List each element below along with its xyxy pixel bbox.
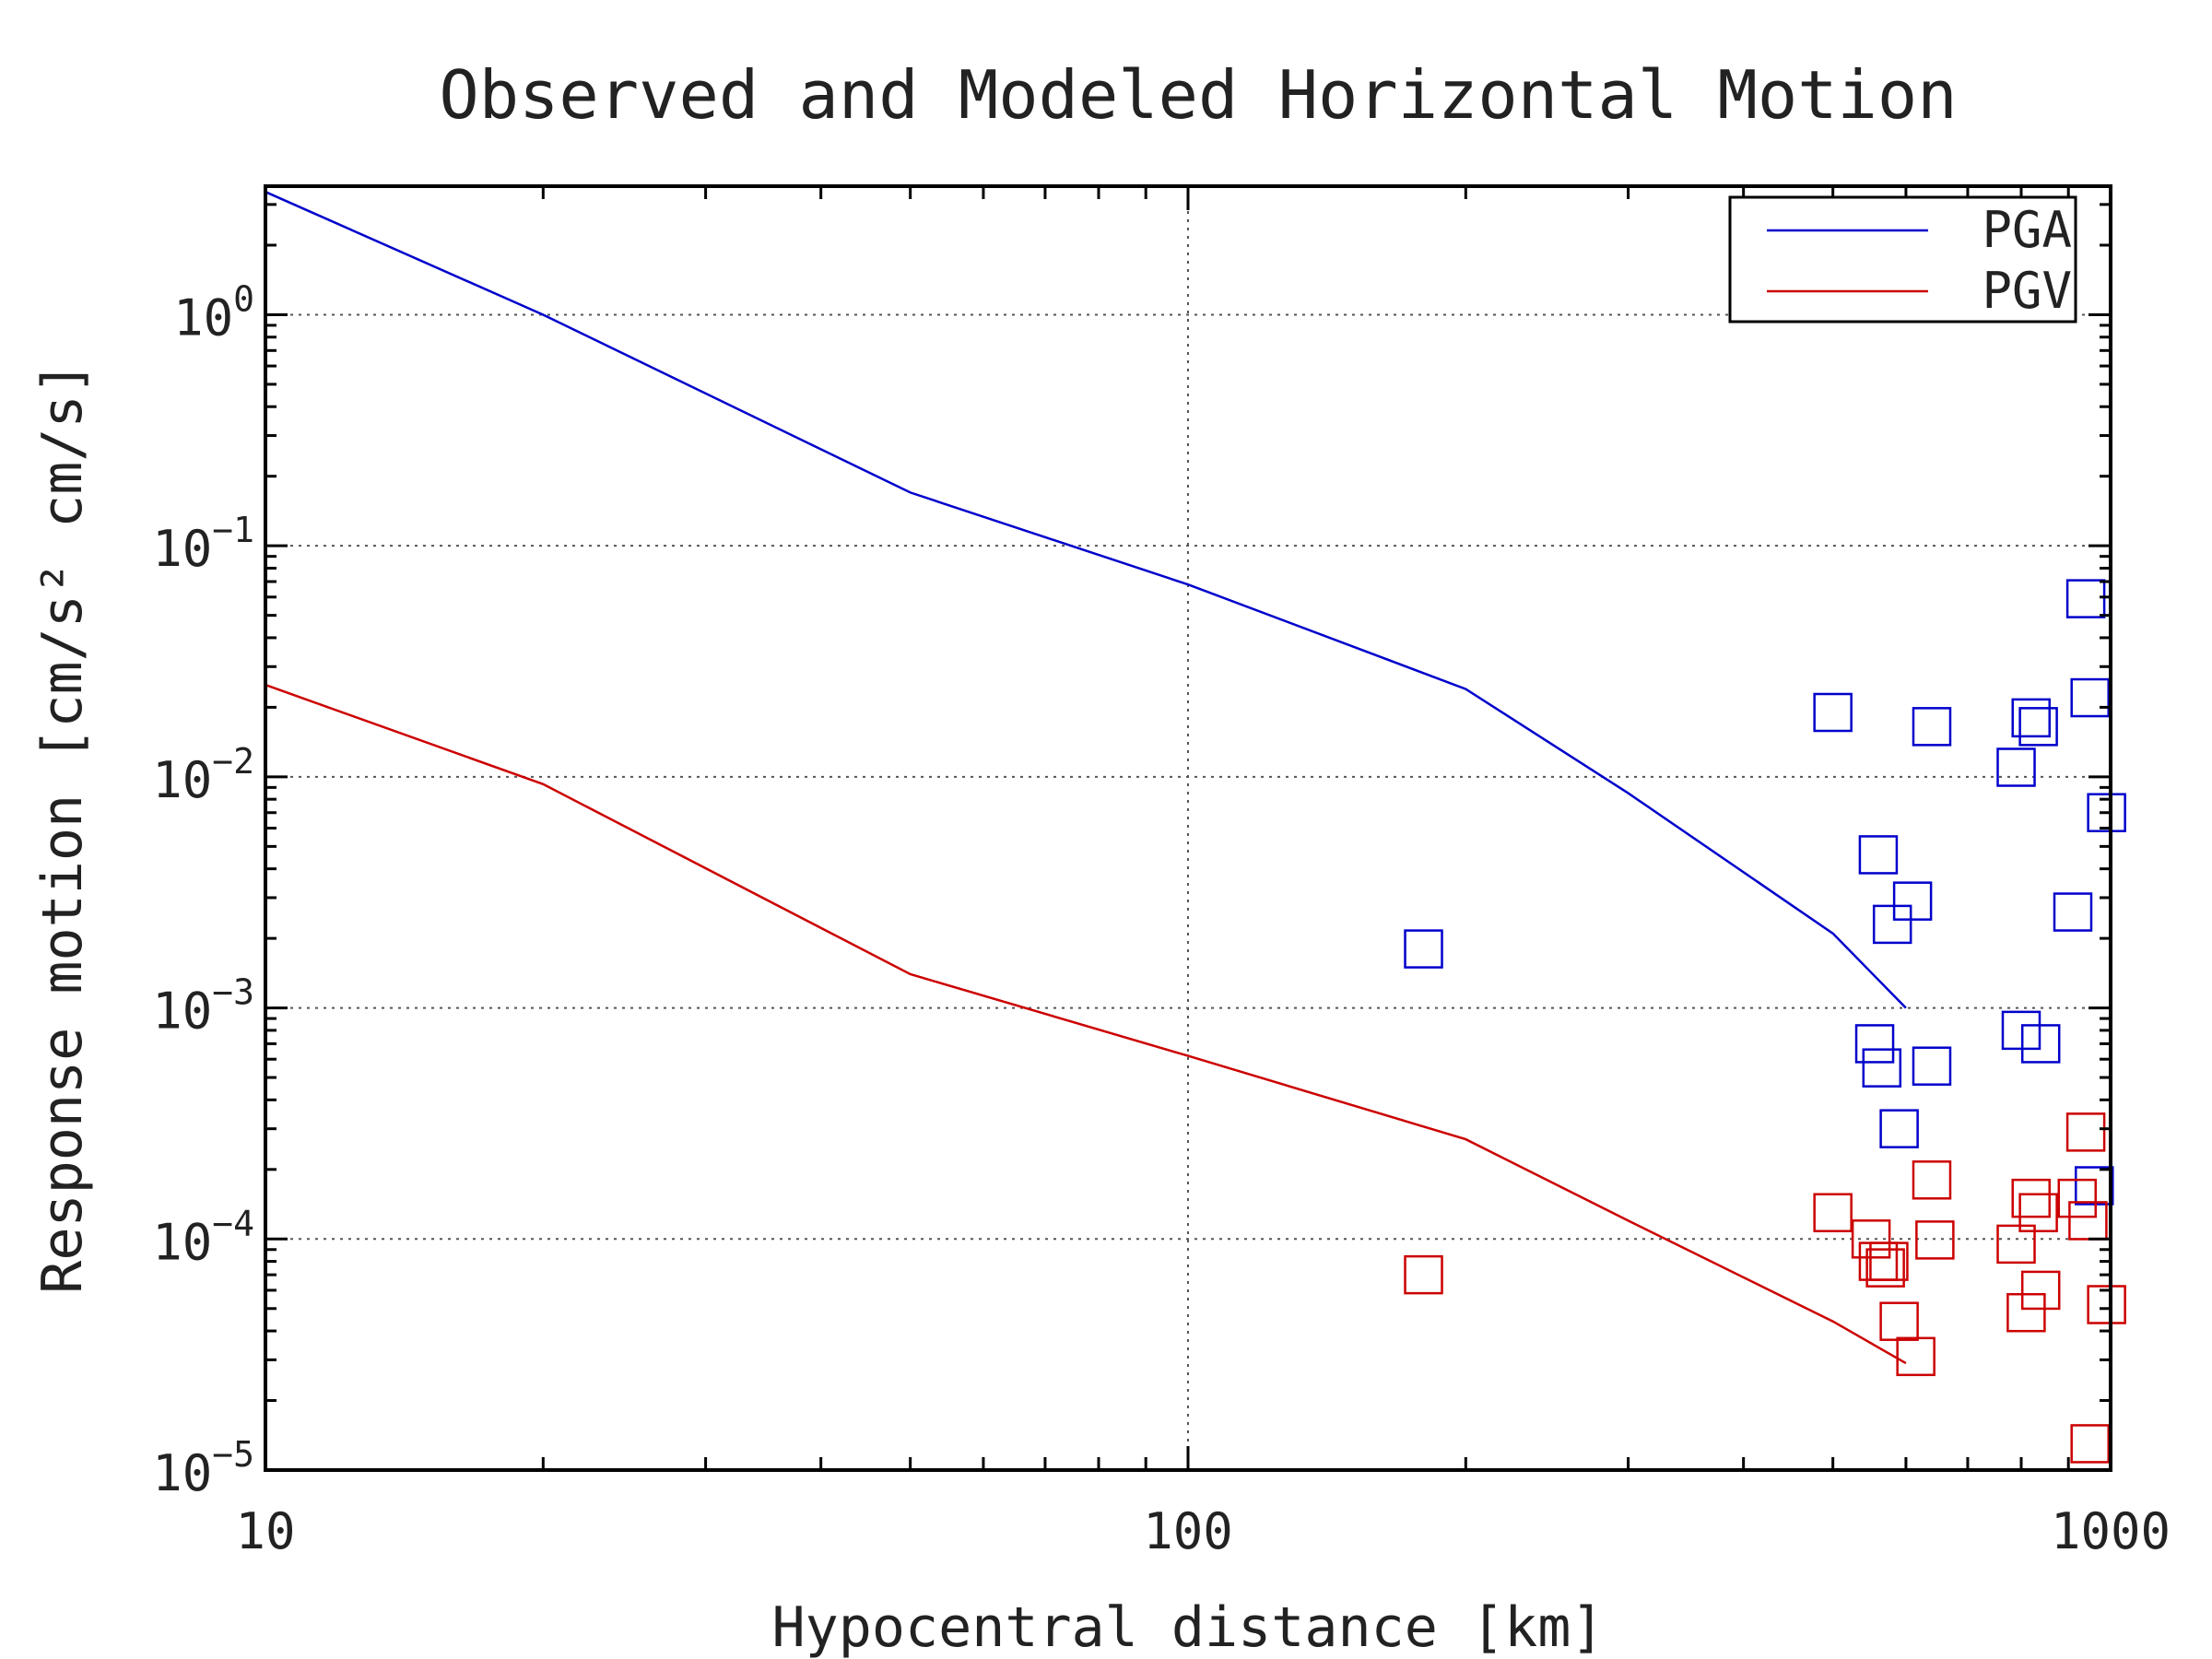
series-line-pgv — [265, 683, 1907, 1365]
data-point-marker — [1813, 1193, 1853, 1232]
data-point-marker — [1912, 1160, 1952, 1200]
y-tick-label: 10−2 — [152, 741, 254, 809]
data-point-marker — [1879, 1109, 1919, 1148]
data-point-marker — [2057, 1178, 2098, 1218]
data-point-marker — [1865, 1248, 1905, 1288]
y-tick-label: 100 — [173, 278, 254, 347]
data-point-marker — [2020, 1024, 2061, 1064]
y-tick-label: 10−3 — [152, 972, 254, 1041]
data-point-marker — [1858, 835, 1899, 875]
chart-title: Observed and Modeled Horizontal Motion — [439, 56, 1957, 134]
tick-marks — [264, 186, 2111, 1472]
data-point-marker — [2020, 1270, 2061, 1311]
data-point-marker — [2065, 579, 2106, 618]
data-point-marker — [2018, 1193, 2058, 1232]
data-point-marker — [1915, 1220, 1955, 1260]
data-point-marker — [2018, 707, 2058, 747]
data-point-marker — [1892, 881, 1933, 921]
series-group — [265, 191, 2126, 1464]
y-tick-labels: 100 10−1 10−2 10−3 10−4 10−5 — [152, 278, 254, 1502]
data-point-marker — [1912, 707, 1952, 747]
data-point-marker — [2087, 793, 2126, 832]
data-point-marker — [1869, 1241, 1909, 1281]
y-tick-label: 10−4 — [152, 1203, 254, 1271]
data-point-marker — [1996, 747, 2036, 787]
y-axis-label: Response motion [cm/s² cm/s] — [30, 361, 95, 1293]
legend-label: PGV — [1982, 262, 2072, 320]
data-point-marker — [2070, 677, 2110, 718]
data-point-marker — [2065, 1112, 2106, 1152]
data-point-marker — [2070, 1424, 2110, 1464]
data-point-marker — [2068, 1201, 2108, 1241]
x-tick-label: 1000 — [2051, 1502, 2171, 1560]
legend-label: PGA — [1982, 201, 2072, 259]
legend-box — [1728, 195, 2077, 324]
y-tick-label: 10−5 — [152, 1434, 254, 1502]
x-tick-labels: 10 100 1000 — [235, 1502, 2171, 1560]
data-point-marker — [1862, 1048, 1902, 1088]
data-point-marker — [1996, 1224, 2036, 1265]
data-point-marker — [1879, 1301, 1919, 1341]
data-point-marker — [1896, 1336, 1936, 1377]
data-point-marker — [1404, 929, 1443, 969]
data-point-marker — [2087, 1285, 2126, 1324]
data-point-marker — [1872, 904, 1912, 945]
x-tick-label: 100 — [1143, 1502, 1233, 1560]
data-point-marker — [2053, 892, 2093, 932]
y-tick-label: 10−1 — [152, 510, 254, 578]
x-tick-label: 10 — [235, 1502, 295, 1560]
data-point-marker — [2075, 1166, 2114, 1206]
data-point-marker — [2011, 1178, 2051, 1218]
data-point-marker — [1912, 1046, 1952, 1086]
data-point-marker — [2006, 1292, 2046, 1333]
x-axis-label: Hypocentral distance [km] — [771, 1595, 1604, 1659]
grid-lines — [265, 186, 2111, 1470]
data-point-marker — [2011, 698, 2051, 738]
data-point-marker — [1813, 692, 1853, 733]
data-point-marker — [1854, 1024, 1895, 1064]
series-line-pga — [265, 191, 1907, 1009]
data-point-marker — [1404, 1254, 1443, 1295]
